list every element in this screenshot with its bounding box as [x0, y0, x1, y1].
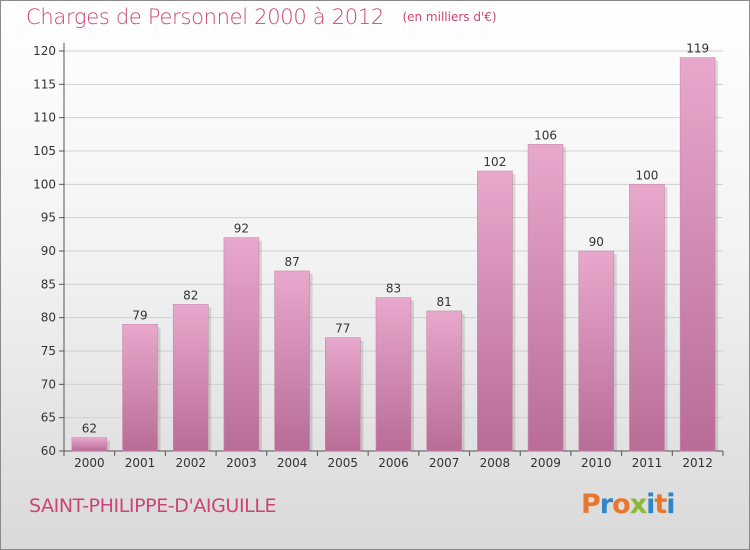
y-tick-label: 100 [33, 177, 56, 191]
bar [426, 310, 462, 452]
bars [71, 57, 719, 452]
y-tick-label: 90 [41, 244, 56, 258]
bar-value-label: 77 [335, 322, 350, 336]
bar [629, 184, 665, 452]
logo-letter: i [666, 489, 675, 520]
y-tick-label: 60 [41, 444, 56, 458]
chart-unit: (en milliers d'€) [402, 10, 497, 24]
x-tick-label: 2007 [429, 456, 460, 470]
logo-letter: t [654, 489, 667, 520]
bar-value-label: 119 [686, 42, 709, 56]
bar-value-label: 62 [82, 422, 97, 436]
x-tick-label: 2006 [378, 456, 409, 470]
title-row: Charges de Personnel 2000 à 2012 (en mil… [26, 5, 497, 29]
bar-value-label: 81 [437, 295, 452, 309]
logo-letter: r [599, 489, 613, 520]
bar [375, 297, 412, 452]
bar [477, 170, 513, 452]
x-tick-label: 2001 [125, 456, 156, 470]
logo-letter: x [629, 489, 647, 520]
bar [325, 337, 361, 452]
chart-title: Charges de Personnel 2000 à 2012 [26, 5, 384, 29]
bar [527, 144, 564, 452]
y-tick-label: 80 [41, 311, 56, 325]
bar [578, 250, 615, 452]
bar-value-label: 92 [234, 222, 249, 236]
logo-letter: P [581, 489, 601, 520]
x-tick-label: 2008 [480, 456, 511, 470]
x-tick-label: 2010 [581, 456, 612, 470]
labels: 60 65 70 75 80 85 90 95 100 105 110 115 120 2000 62 200… [33, 42, 713, 470]
x-tick-label: 2009 [530, 456, 561, 470]
x-tick-label: 2003 [226, 456, 257, 470]
bar-value-label: 102 [483, 155, 506, 169]
y-tick-label: 85 [41, 277, 56, 291]
bar-value-label: 90 [589, 235, 604, 249]
x-tick-label: 2002 [175, 456, 206, 470]
y-tick-label: 75 [41, 344, 56, 358]
bar [679, 57, 716, 452]
logo-letter: o [612, 489, 631, 520]
y-tick-label: 95 [41, 211, 56, 225]
x-tick-label: 2004 [277, 456, 308, 470]
bar [274, 270, 310, 452]
x-tick-label: 2000 [74, 456, 105, 470]
bar-value-label: 79 [132, 308, 147, 322]
y-tick-label: 110 [33, 111, 56, 125]
y-tick-label: 65 [41, 411, 56, 425]
x-tick-label: 2005 [328, 456, 359, 470]
bar-value-label: 83 [386, 282, 401, 296]
proxiti-logo[interactable]: Proxiti [581, 489, 676, 520]
bar-value-label: 87 [284, 255, 299, 269]
bar [122, 324, 158, 452]
bar [223, 237, 260, 452]
y-tick-label: 105 [33, 144, 56, 158]
bar-value-label: 106 [534, 128, 557, 142]
y-tick-label: 70 [41, 377, 56, 391]
logo-letter: i [646, 489, 655, 520]
x-tick-label: 2011 [632, 456, 663, 470]
bar-value-label: 82 [183, 288, 198, 302]
bar [71, 437, 108, 452]
bar [172, 304, 209, 452]
bar-value-label: 100 [636, 168, 659, 182]
y-tick-label: 120 [33, 44, 56, 58]
commune-name: SAINT-PHILIPPE-D'AIGUILLE [29, 495, 277, 517]
x-tick-label: 2012 [682, 456, 713, 470]
y-tick-label: 115 [33, 77, 56, 91]
